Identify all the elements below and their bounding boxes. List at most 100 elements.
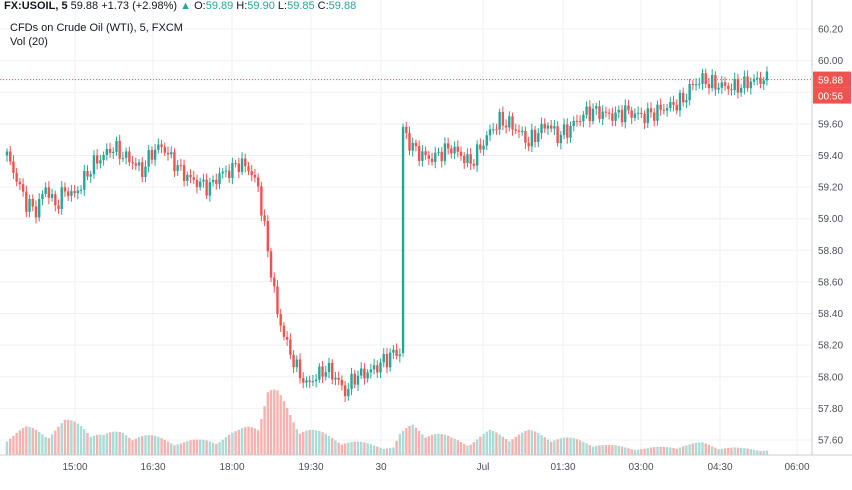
candle-body	[601, 111, 604, 119]
time-tick-label: 19:30	[298, 462, 323, 473]
candle-body	[672, 102, 675, 105]
volume-indicator-label[interactable]: Vol (20)	[10, 36, 48, 48]
volume-bar	[369, 444, 373, 455]
candle-body	[366, 372, 369, 379]
candle-body	[215, 179, 218, 184]
candle-body	[427, 155, 431, 159]
candle-body	[710, 75, 714, 89]
candle-body	[450, 148, 453, 154]
volume-bar	[746, 448, 749, 455]
candle-body	[633, 113, 637, 118]
candle-body	[21, 184, 25, 192]
volume-bar	[324, 433, 327, 455]
volume-bar	[21, 428, 25, 455]
time-axis[interactable]: 15:00 16:30 18:00 19:30 30 Jul 01:30 03:00 04:30…	[0, 454, 852, 473]
candle-body	[12, 161, 15, 173]
candle-body	[723, 82, 727, 86]
candle-body	[112, 151, 115, 153]
candle-body	[70, 191, 73, 196]
volume-bar	[208, 441, 212, 455]
volume-bar	[727, 447, 730, 455]
candle-body	[305, 380, 308, 383]
candle-body	[308, 380, 311, 382]
volume-bar	[192, 439, 195, 455]
candle-body	[240, 158, 244, 173]
candle-body	[163, 146, 166, 153]
volume-bar	[295, 429, 298, 455]
candle-body	[343, 385, 347, 397]
candle-body	[762, 80, 765, 84]
candle-body	[424, 151, 427, 156]
volume-bar	[302, 431, 305, 455]
candle-body	[398, 354, 402, 357]
candle-body	[83, 170, 86, 190]
volume-bar	[173, 445, 176, 455]
volume-bar	[566, 437, 569, 455]
candle-body	[595, 106, 598, 109]
volume-bar	[160, 438, 163, 455]
volume-bar	[253, 428, 257, 455]
candle-body	[582, 114, 585, 122]
volume-bar	[546, 439, 550, 455]
candle-body	[446, 143, 450, 149]
volume-bar	[199, 439, 202, 455]
price-axis[interactable]: 57.60 57.80 58.00 58.20 58.40 58.60 58.80 59.00…	[811, 0, 843, 455]
candle-body	[653, 112, 656, 121]
volume-bar	[244, 426, 247, 455]
volume-bar	[260, 419, 263, 455]
time-tick-label: 15:00	[62, 462, 87, 473]
candle-body	[488, 129, 492, 136]
volume-bar	[54, 430, 57, 455]
volume-bar	[649, 447, 653, 455]
price-tick-label: 57.80	[818, 404, 843, 415]
volume-bar	[524, 431, 527, 455]
candlesticks	[5, 66, 769, 402]
candle-body	[530, 129, 534, 147]
candle-body	[38, 199, 41, 218]
candle-body	[408, 132, 411, 151]
volume-bar	[537, 433, 540, 455]
candle-body	[108, 149, 112, 153]
volume-bar	[469, 444, 472, 455]
candle-body	[211, 179, 215, 183]
volume-bar	[662, 446, 666, 455]
candle-body	[195, 179, 199, 188]
candle-body	[463, 155, 466, 164]
volume-bar	[530, 430, 534, 455]
candle-body	[640, 112, 643, 114]
volume-bar	[730, 447, 733, 455]
price-tick-label: 58.40	[818, 309, 843, 320]
symbol-label[interactable]: FX:USOIL, 5	[4, 0, 68, 12]
candle-body	[665, 108, 669, 111]
candle-body	[92, 155, 96, 175]
volume-bar	[733, 447, 736, 455]
volume-bar	[182, 442, 186, 455]
volume-bar	[170, 443, 173, 455]
volume-bar	[492, 430, 495, 455]
volume-bar	[266, 392, 270, 455]
volume-bar	[327, 435, 331, 455]
price-tick-label: 59.40	[818, 151, 843, 162]
candle-body	[147, 150, 150, 167]
volume-bar	[569, 437, 572, 455]
volume-bar	[276, 390, 279, 455]
candle-body	[459, 151, 463, 156]
low-value: 59.85	[287, 0, 315, 12]
volume-bar	[601, 445, 604, 455]
volume-bar	[356, 441, 360, 455]
candle-body	[414, 142, 418, 147]
candle-body	[511, 116, 514, 130]
candle-body	[678, 92, 682, 111]
volume-bar	[675, 448, 678, 455]
candle-body	[44, 187, 47, 194]
candle-body	[63, 187, 67, 192]
volume-bar	[92, 435, 96, 455]
candle-body	[549, 125, 553, 129]
candle-body	[472, 163, 476, 166]
candle-body	[498, 111, 501, 130]
candle-body	[157, 144, 160, 150]
volume-bar	[424, 437, 427, 455]
candle-body	[105, 149, 109, 156]
